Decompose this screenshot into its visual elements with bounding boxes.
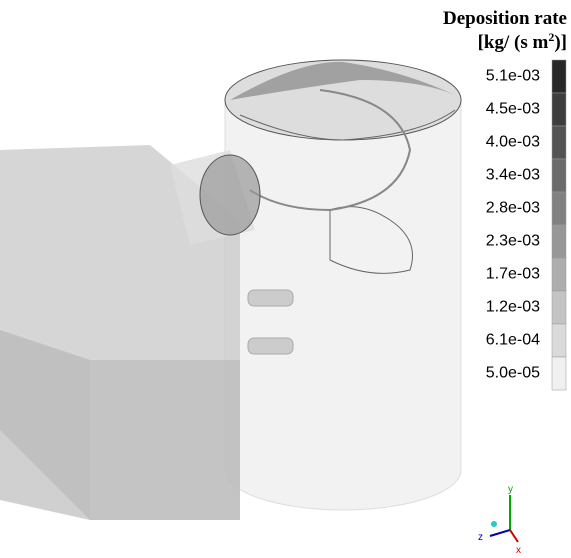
- color-band: [552, 192, 566, 225]
- axis-triad: y z x: [478, 484, 521, 556]
- box-face: [0, 330, 90, 520]
- stub: [248, 338, 293, 354]
- z-label: z: [478, 532, 483, 543]
- color-band: [552, 357, 566, 390]
- color-band: [552, 324, 566, 357]
- legend: Deposition rate [kg/ (s m2)] 5.1e-03 4.5e…: [443, 8, 567, 390]
- legend-label: 5.1e-03: [486, 68, 540, 85]
- color-band: [552, 225, 566, 258]
- legend-label: 1.7e-03: [486, 266, 540, 283]
- legend-label: 2.8e-03: [486, 200, 540, 217]
- unit-suffix: )]: [554, 32, 567, 53]
- geometry: [0, 60, 461, 520]
- colorbar: 5.1e-03 4.5e-03 4.0e-03 3.4e-03 2.8e-03 2.3e-…: [486, 60, 566, 390]
- scene: Deposition rate [kg/ (s m2)] 5.1e-03 4.5e…: [0, 0, 571, 558]
- legend-unit: [kg/ (s m2)]: [478, 30, 567, 53]
- pipe-end: [200, 155, 260, 235]
- z-axis: [490, 530, 510, 536]
- unit-prefix: [kg/ (s m: [478, 32, 549, 53]
- legend-label: 4.0e-03: [486, 134, 540, 151]
- legend-label: 2.3e-03: [486, 233, 540, 250]
- legend-label: 4.5e-03: [486, 101, 540, 118]
- origin: [491, 521, 497, 527]
- color-band: [552, 258, 566, 291]
- x-label: x: [516, 545, 521, 556]
- x-axis: [510, 530, 518, 542]
- stub: [248, 290, 293, 306]
- legend-label: 1.2e-03: [486, 299, 540, 316]
- legend-label: 3.4e-03: [486, 167, 540, 184]
- color-band: [552, 93, 566, 126]
- box-face: [90, 360, 240, 520]
- legend-label: 6.1e-04: [486, 332, 540, 349]
- legend-title: Deposition rate: [443, 8, 567, 29]
- color-band: [552, 126, 566, 159]
- color-band: [552, 291, 566, 324]
- color-band: [552, 60, 566, 93]
- y-label: y: [508, 484, 513, 495]
- legend-label: 5.0e-05: [486, 365, 540, 382]
- color-band: [552, 159, 566, 192]
